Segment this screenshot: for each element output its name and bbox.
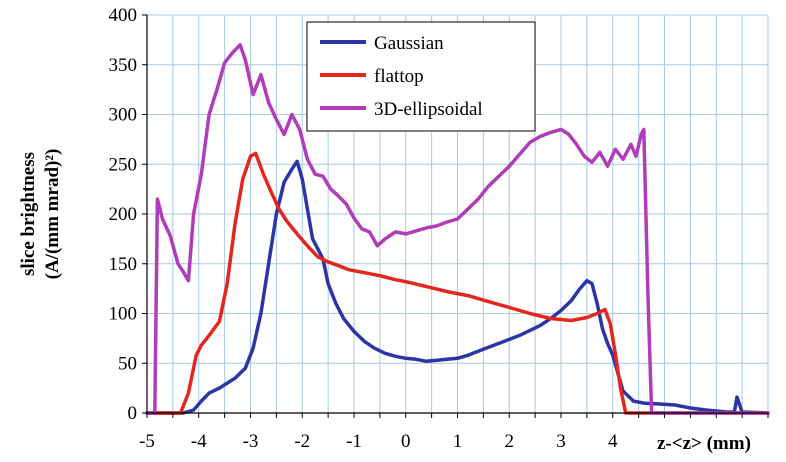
legend-label: flattop (374, 66, 424, 87)
x-tick-label: 0 (401, 431, 411, 452)
y-tick-label: 100 (109, 304, 138, 325)
series-group (145, 43, 770, 415)
x-tick-label: -2 (294, 431, 310, 452)
x-tick-label: 4 (608, 431, 618, 452)
x-tick-label: 3 (556, 431, 566, 452)
legend-label: Gaussian (374, 33, 444, 54)
x-tick-label: -1 (346, 431, 362, 452)
legend-label: 3D-ellipsoidal (374, 99, 483, 120)
y-axis-title-line2: (A/(mm mrad)²) (42, 149, 63, 280)
axes (142, 14, 769, 418)
legend: Gaussian flattop 3D-ellipsoidal (306, 21, 536, 132)
x-axis-title: z-<z> (mm) (657, 433, 751, 454)
x-tick-label: 1 (453, 431, 463, 452)
x-tick-label: 2 (505, 431, 515, 452)
y-tick-label: 50 (118, 353, 137, 374)
tick-labels: -5 -4 -3 -2 -1 0 1 2 3 4 0 50 100 150 200 250 300 350 400 (109, 5, 619, 452)
x-tick-label: -4 (191, 431, 207, 452)
y-tick-label: 150 (109, 254, 138, 275)
y-tick-label: 250 (109, 154, 138, 175)
y-tick-label: 350 (109, 55, 138, 76)
y-axis-title-line1: slice brightness (18, 152, 39, 276)
x-tick-label: -5 (139, 431, 155, 452)
y-tick-label: 200 (109, 204, 138, 225)
y-tick-label: 0 (128, 403, 138, 424)
x-tick-label: -3 (243, 431, 259, 452)
series-line-flattop (145, 151, 770, 415)
series-line-3d-ellipsoidal (145, 43, 770, 415)
y-tick-label: 400 (109, 5, 138, 26)
series-line-gaussian (145, 159, 770, 415)
y-tick-label: 300 (109, 105, 138, 126)
